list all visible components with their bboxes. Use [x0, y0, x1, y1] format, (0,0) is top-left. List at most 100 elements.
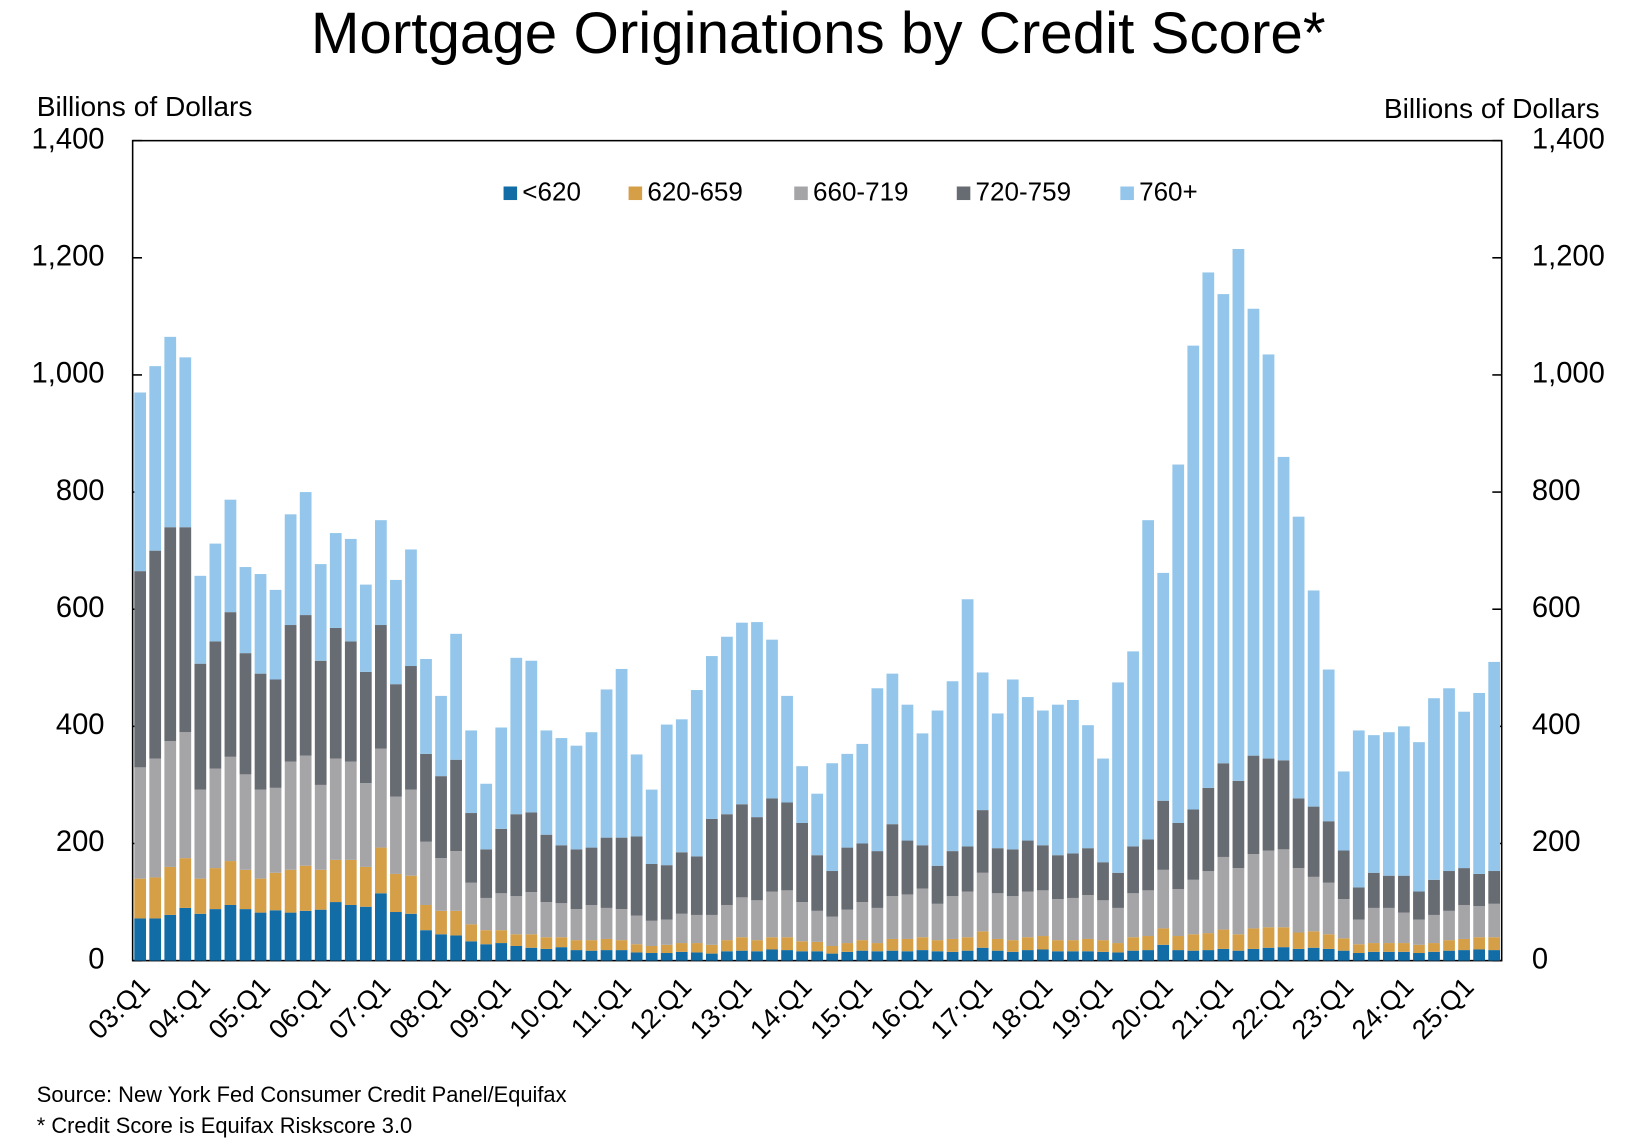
bar-segment — [1097, 758, 1109, 863]
bar-segment — [690, 952, 703, 961]
bar-segment — [991, 950, 1004, 961]
bar-segment — [675, 943, 688, 952]
bar-segment — [1112, 952, 1124, 961]
y-axis-label: Billions of Dollars — [37, 91, 253, 122]
bar-segment — [344, 904, 357, 961]
bar-segment — [1488, 871, 1501, 904]
x-tick-label: 19:Q1 — [1044, 971, 1118, 1045]
bar-segment — [1367, 735, 1380, 873]
bar-segment — [1488, 950, 1501, 961]
bar-segment — [1337, 899, 1350, 939]
bar-segment — [1082, 725, 1094, 849]
bar-segment — [194, 878, 207, 914]
bar-segment — [284, 514, 297, 626]
bar-segment — [1277, 947, 1290, 961]
bar-segment — [1292, 932, 1305, 949]
bar-segment — [375, 520, 387, 626]
bar-segment — [1337, 950, 1350, 961]
bar-segment — [886, 938, 899, 951]
bar-segment — [736, 897, 748, 938]
bar-segment — [1307, 590, 1320, 807]
bar-segment — [495, 930, 508, 944]
x-tick-label: 05:Q1 — [202, 971, 276, 1045]
bar-segment — [570, 849, 583, 910]
bar-segment — [420, 930, 432, 961]
bar-segment — [209, 909, 222, 961]
bar-segment — [555, 937, 568, 948]
bar-segment — [705, 944, 718, 954]
bar-segment — [344, 859, 357, 905]
bar-segment — [871, 851, 884, 908]
bar-segment — [269, 679, 282, 788]
bar-segment — [224, 861, 237, 905]
bar-segment — [1217, 856, 1230, 930]
bar-segment — [1021, 840, 1034, 892]
bar-segment — [1036, 890, 1049, 937]
bar-segment — [871, 951, 884, 961]
bar-segment — [1473, 873, 1485, 907]
bar-segment — [570, 745, 583, 850]
bar-segment — [1127, 937, 1139, 951]
bar-segment — [1292, 948, 1305, 961]
bar-segment — [254, 673, 267, 790]
bar-segment — [690, 690, 703, 857]
bar-segment — [1247, 928, 1260, 949]
bar-segment — [736, 950, 748, 961]
bar-segment — [751, 622, 763, 818]
y-tick-label: 1,200 — [32, 240, 105, 272]
bar-segment — [1052, 899, 1064, 941]
bar-segment — [1187, 879, 1200, 935]
x-tick-label: 07:Q1 — [322, 971, 396, 1045]
bar-segment — [1277, 849, 1290, 928]
bar-segment — [435, 934, 447, 961]
bar-segment — [1157, 800, 1170, 870]
x-tick-label: 15:Q1 — [804, 971, 878, 1045]
bar-segment — [1142, 950, 1155, 961]
bar-segment — [1398, 726, 1410, 876]
bar-segment — [149, 366, 162, 551]
bar-segment — [450, 935, 462, 961]
bar-segment — [134, 571, 147, 768]
bar-segment — [1157, 869, 1170, 929]
x-tick-label: 14:Q1 — [744, 971, 818, 1045]
bar-segment — [209, 868, 222, 910]
bar-segment — [450, 851, 462, 911]
legend-swatch — [956, 186, 971, 201]
bar-segment — [1217, 948, 1230, 961]
bar-segment — [826, 763, 839, 872]
bar-segment — [179, 732, 192, 859]
bar-segment — [1187, 345, 1200, 810]
bar-segment — [1217, 929, 1230, 949]
bar-segment — [1352, 919, 1365, 945]
bar-segment — [1142, 936, 1155, 951]
bar-segment — [1247, 948, 1260, 961]
bar-segment — [359, 671, 372, 784]
bar-segment — [1067, 853, 1079, 898]
bar-segment — [796, 766, 808, 823]
bar-segment — [811, 941, 824, 952]
bar-segment — [856, 843, 869, 903]
bar-segment — [465, 813, 478, 883]
bar-segment — [1202, 272, 1215, 788]
bar-segment — [254, 878, 267, 913]
legend-label: 620-659 — [647, 177, 743, 207]
bar-segment — [480, 944, 493, 961]
bar-segment — [1247, 308, 1260, 756]
bar-segment — [510, 896, 523, 935]
bar-segment — [510, 934, 523, 946]
bar-segment — [886, 673, 899, 825]
bar-segment — [721, 814, 733, 905]
bar-segment — [675, 951, 688, 961]
bar-segment — [585, 904, 598, 941]
bar-segment — [1473, 692, 1485, 874]
bar-segment — [390, 912, 402, 961]
bar-segment — [254, 912, 267, 961]
bar-segment — [976, 931, 989, 948]
bar-segment — [239, 869, 252, 910]
bar-segment — [585, 847, 598, 905]
bar-segment — [721, 904, 733, 941]
bar-segment — [705, 818, 718, 915]
bar-segment — [1097, 862, 1109, 901]
bar-segment — [781, 695, 793, 803]
bar-segment — [615, 950, 628, 961]
